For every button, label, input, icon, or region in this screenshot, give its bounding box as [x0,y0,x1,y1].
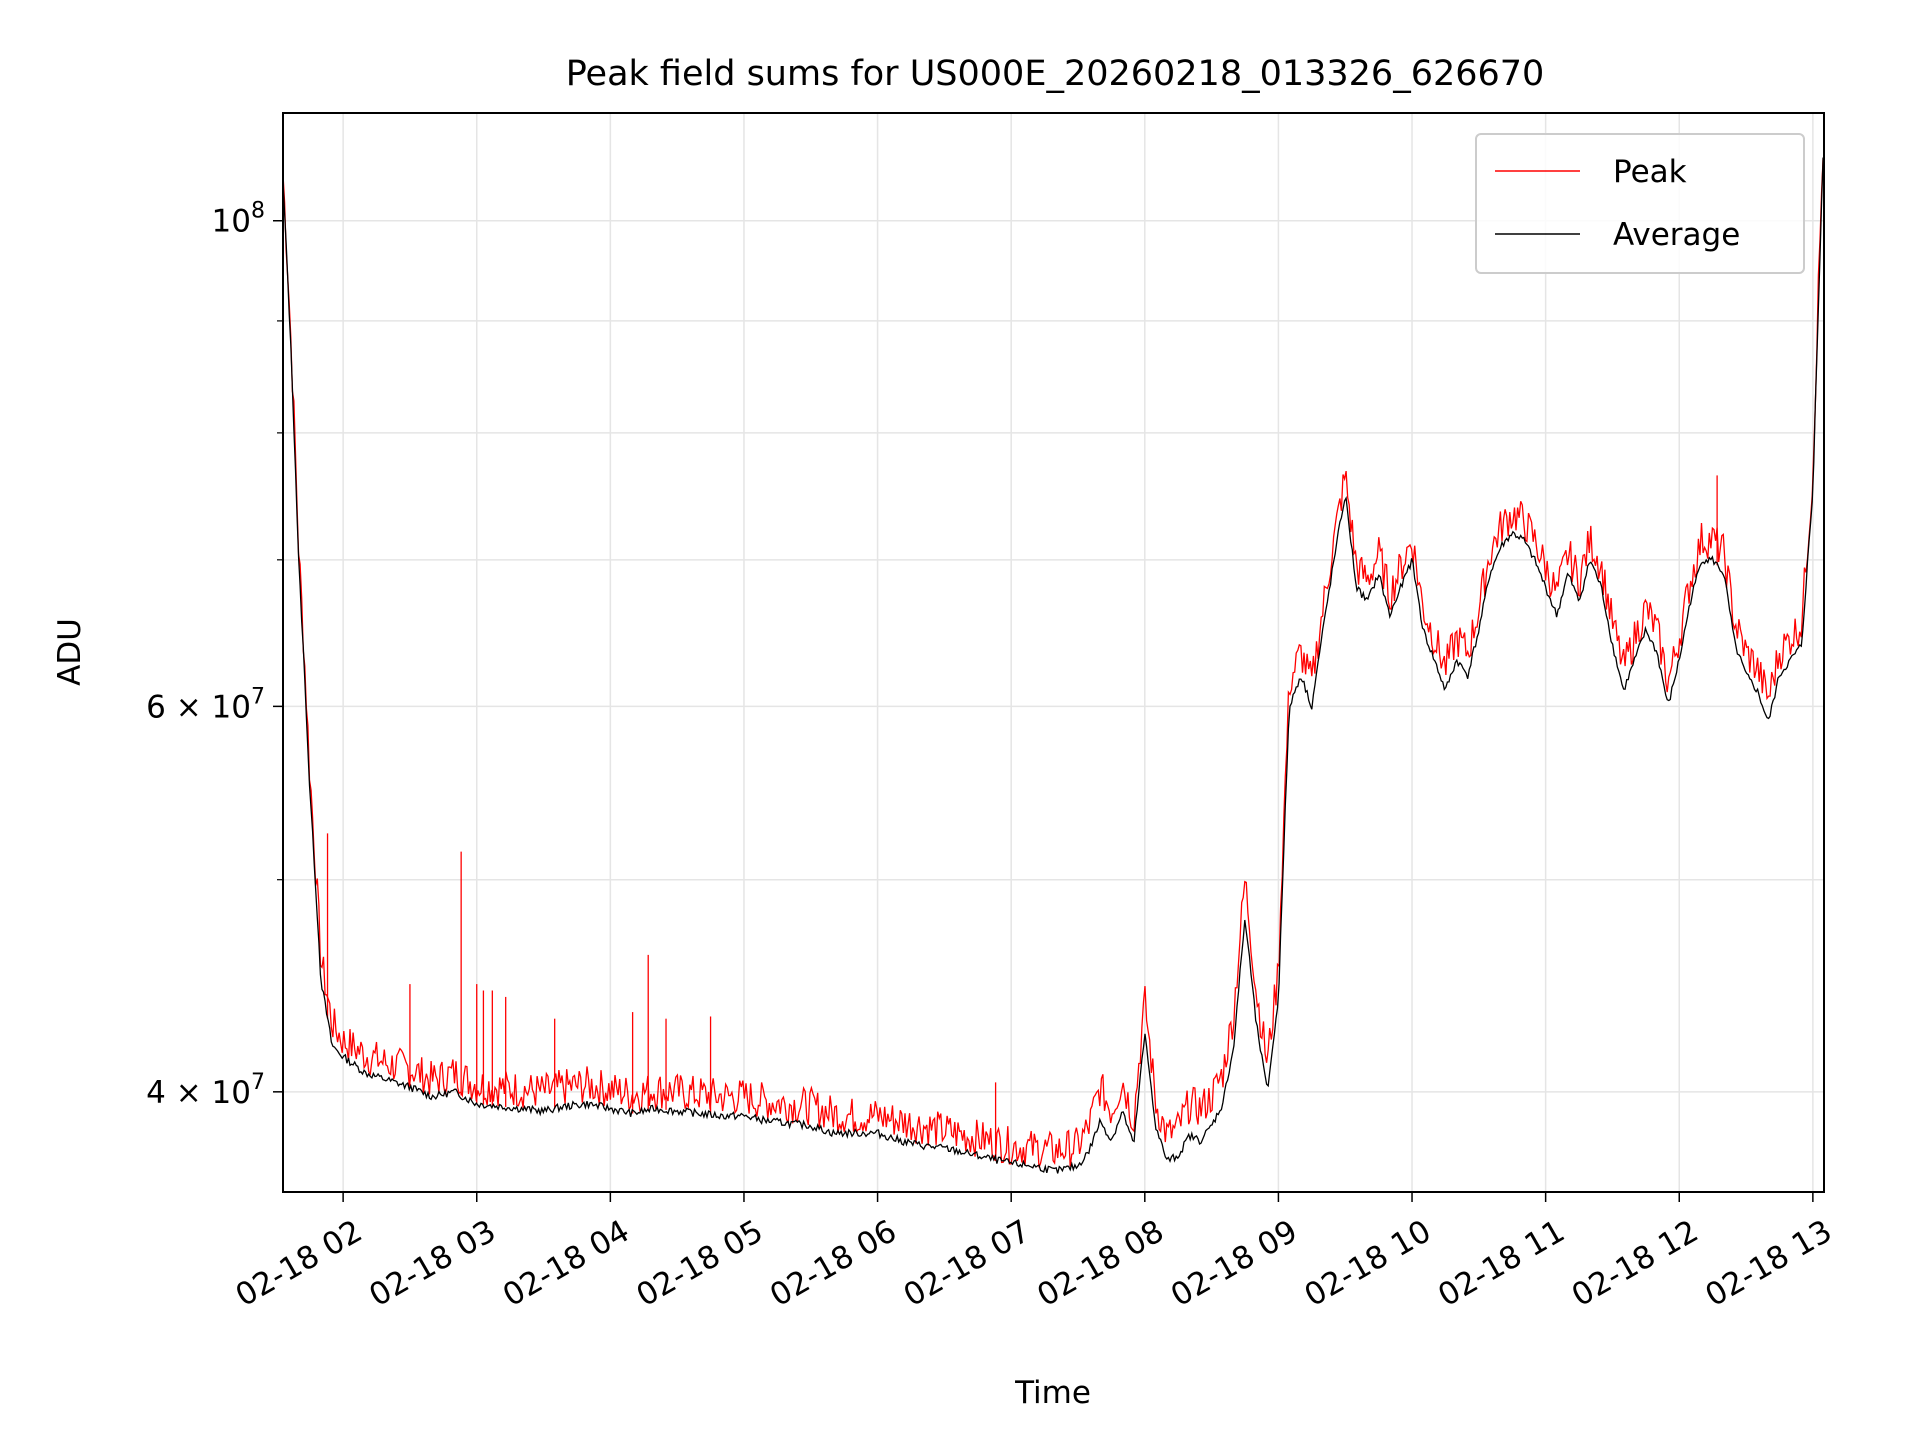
x-tick-label: 02-18 11 [1432,1213,1571,1314]
x-tick-label: 02-18 05 [630,1213,769,1314]
x-tick-label: 02-18 02 [230,1213,369,1314]
x-tick-label: 02-18 10 [1299,1213,1438,1314]
x-tick-label: 02-18 13 [1699,1213,1838,1314]
y-tick-label: 108 [212,199,265,240]
x-tick-label: 02-18 03 [363,1213,502,1314]
chart-title: Peak field sums for US000E_20260218_0133… [566,54,1545,94]
legend-box [1475,133,1805,274]
x-axis-label: Time [1014,1375,1091,1411]
x-tick-label: 02-18 06 [764,1213,903,1314]
x-tick-label: 02-18 09 [1165,1213,1304,1314]
x-tick-label: 02-18 12 [1566,1213,1705,1314]
x-tick-label: 02-18 04 [497,1213,636,1314]
plot-frame [282,112,1825,1193]
legend-average-label: Average [1613,217,1740,253]
series-layer [282,157,1824,1174]
y-axis-label: ADU [52,618,88,686]
y-tick-label: 4 × 107 [146,1070,265,1111]
y-axis: 4 × 107 6 × 107 108 [146,199,283,1111]
series-average-line [282,157,1824,1174]
x-tick-label: 02-18 08 [1031,1213,1170,1314]
legend: Peak Average [1475,133,1805,274]
series-peak-line [282,158,1824,1168]
legend-peak-label: Peak [1613,154,1687,190]
grid [283,113,1824,1192]
x-tick-label: 02-18 07 [898,1213,1037,1314]
y-tick-label: 6 × 107 [146,684,265,725]
